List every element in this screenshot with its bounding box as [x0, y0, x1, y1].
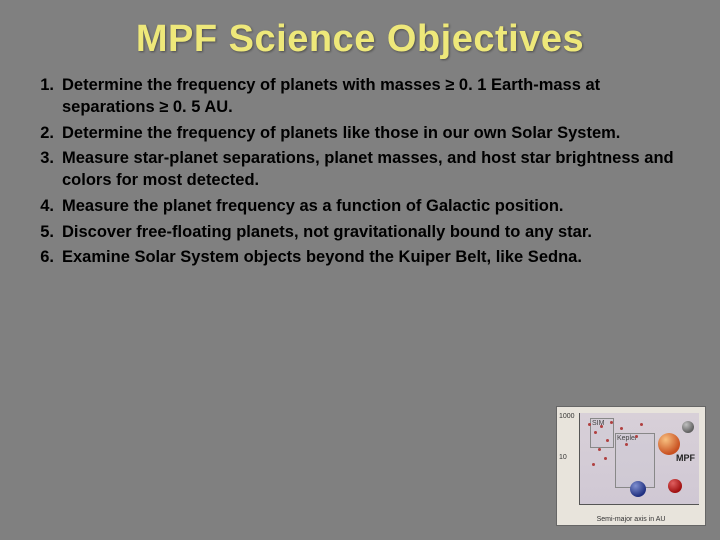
item-number: 4.	[36, 196, 62, 218]
item-text: Determine the frequency of planets with …	[62, 75, 680, 119]
planet-marker	[630, 481, 646, 497]
objectives-list: 1. Determine the frequency of planets wi…	[0, 75, 720, 269]
x-axis-label: Semi-major axis in AU	[597, 516, 666, 523]
item-text: Measure the planet frequency as a functi…	[62, 196, 680, 218]
scatter-point	[604, 457, 607, 460]
item-number: 2.	[36, 123, 62, 145]
item-text: Examine Solar System objects beyond the …	[62, 247, 680, 269]
item-text: Discover free-floating planets, not grav…	[62, 222, 680, 244]
mass-axis-chart: 1000 10 Semi-major axis in AU SIM Kepler…	[556, 406, 706, 526]
page-title: MPF Science Objectives	[0, 0, 720, 75]
item-number: 5.	[36, 222, 62, 244]
list-item: 1. Determine the frequency of planets wi…	[36, 75, 680, 119]
scatter-point	[598, 448, 601, 451]
y-axis-label-mid: 10	[559, 454, 567, 461]
scatter-point	[620, 427, 623, 430]
list-item: 2. Determine the frequency of planets li…	[36, 123, 680, 145]
scatter-point	[640, 423, 643, 426]
chart-plot-area: SIM Kepler MPF	[579, 413, 699, 505]
scatter-point	[610, 421, 613, 424]
item-number: 1.	[36, 75, 62, 97]
kepler-region: Kepler	[615, 433, 655, 488]
scatter-point	[600, 425, 603, 428]
scatter-point	[594, 431, 597, 434]
scatter-point	[592, 463, 595, 466]
item-text: Measure star-planet separations, planet …	[62, 148, 680, 192]
scatter-point	[588, 423, 591, 426]
list-item: 4. Measure the planet frequency as a fun…	[36, 196, 680, 218]
list-item: 3. Measure star-planet separations, plan…	[36, 148, 680, 192]
list-item: 6. Examine Solar System objects beyond t…	[36, 247, 680, 269]
scatter-point	[606, 439, 609, 442]
planet-marker	[668, 479, 682, 493]
item-number: 6.	[36, 247, 62, 269]
planet-marker	[658, 433, 680, 455]
item-number: 3.	[36, 148, 62, 170]
mpf-label: MPF	[676, 453, 695, 463]
scatter-point	[635, 435, 638, 438]
item-text: Determine the frequency of planets like …	[62, 123, 680, 145]
planet-marker	[682, 421, 694, 433]
y-axis-label-top: 1000	[559, 413, 575, 420]
list-item: 5. Discover free-floating planets, not g…	[36, 222, 680, 244]
scatter-point	[625, 443, 628, 446]
